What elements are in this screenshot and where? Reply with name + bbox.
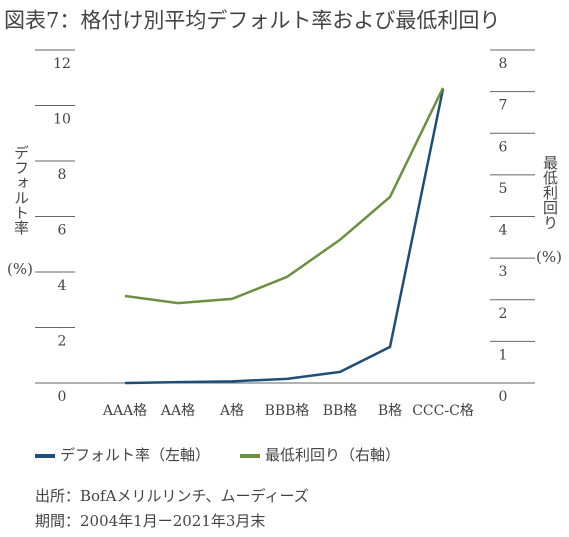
y-tick-label: 10 — [53, 112, 71, 128]
chart-title: 図表7：格付け別平均デフォルト率および最低利回り — [4, 9, 500, 33]
y-tick-label: 8 — [58, 167, 67, 183]
legend-label: 最低利回り（右軸） — [265, 446, 400, 464]
x-tick-label: CCC-C格 — [412, 403, 474, 419]
y2-tick-label: 7 — [499, 98, 508, 114]
data-line — [124, 88, 445, 385]
note: 出所：BofAメリルリンチ、ムーディーズ — [35, 487, 309, 505]
x-tick-label: BB格 — [323, 403, 358, 419]
y2-axis-label: 最低利回り — [541, 155, 559, 230]
note: 期間：2004年1月ー2021年3月末 — [35, 512, 265, 530]
y-tick-label: 12 — [53, 56, 71, 72]
y-tick-label: 4 — [58, 278, 67, 294]
y-axis-unit: (%) — [7, 260, 33, 278]
y2-axis-unit: (%) — [536, 248, 562, 266]
y2-tick-label: 8 — [499, 56, 508, 72]
y-tick-label: 2 — [58, 334, 67, 350]
y-tick-label: 0 — [58, 389, 67, 405]
x-tick-label: A格 — [219, 403, 244, 419]
y2-tick-label: 4 — [499, 223, 508, 239]
y2-tick-label: 0 — [499, 389, 508, 405]
x-tick-label: AAA格 — [102, 403, 147, 419]
y2-tick-label: 3 — [499, 264, 508, 280]
y2-tick-label: 1 — [499, 347, 508, 363]
y-tick-label: 6 — [58, 223, 67, 239]
y2-tick-label: 5 — [499, 181, 508, 197]
y-axis-label: デフォルト率 — [12, 145, 30, 235]
x-tick-label: AA格 — [160, 403, 195, 419]
x-tick-label: B格 — [378, 403, 402, 419]
data-line — [124, 87, 445, 305]
legend-label: デフォルト率（左軸） — [60, 446, 210, 464]
y2-tick-label: 6 — [499, 139, 508, 155]
y2-tick-label: 2 — [499, 306, 508, 322]
x-tick-label: BBB格 — [265, 403, 310, 419]
